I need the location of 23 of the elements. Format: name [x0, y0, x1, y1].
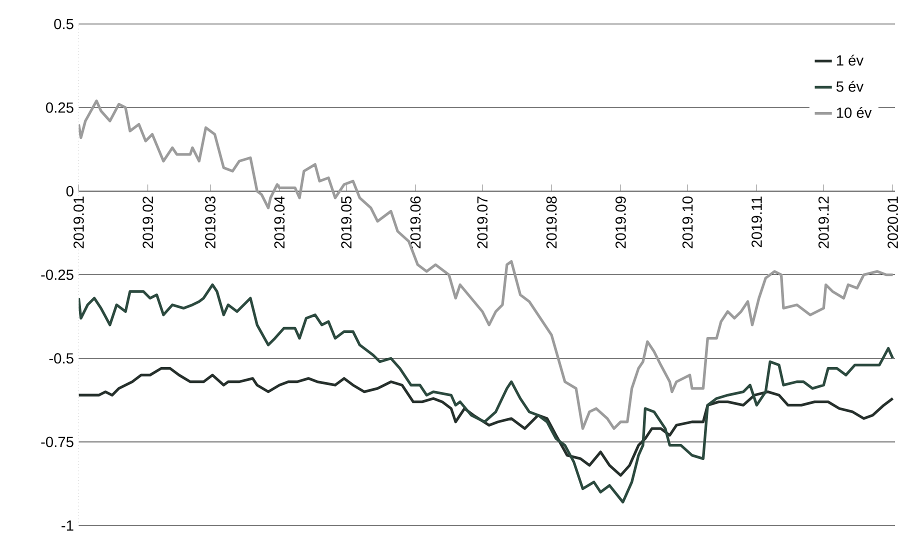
- x-tick-label: 2019.05: [341, 196, 352, 248]
- x-tick-label: 2019.04: [274, 196, 285, 248]
- x-tick-label: 2020.01: [888, 196, 898, 248]
- x-tick-label: 2019.03: [205, 196, 216, 248]
- y-tick-label: -1: [62, 520, 74, 530]
- y-tick-label: -0.75: [41, 436, 74, 448]
- x-tick-label: 2019.01: [74, 196, 84, 248]
- x-tick-label: 2019.12: [818, 196, 829, 248]
- y-tick-label: -0.25: [41, 270, 74, 280]
- y-tick-label: -0.5: [49, 353, 74, 364]
- legend-label: 10 év: [836, 106, 872, 118]
- y-tick-label: 0.25: [46, 102, 74, 113]
- y-tick-label: 0: [66, 186, 74, 196]
- legend-label: 1 év: [836, 54, 864, 66]
- x-tick-label: 2019.08: [546, 196, 557, 248]
- x-tick-label: 2019.02: [142, 196, 154, 248]
- x-tick-label: 2019.10: [682, 196, 693, 248]
- x-tick-label: 2019.09: [615, 196, 626, 248]
- y-tick-label: 0.5: [54, 18, 74, 30]
- x-tick-label: 2019.07: [477, 196, 488, 248]
- x-tick-label: 2019.06: [410, 196, 421, 248]
- x-tick-label: 2019.11: [752, 196, 762, 248]
- legend-label: 5 év: [836, 80, 864, 92]
